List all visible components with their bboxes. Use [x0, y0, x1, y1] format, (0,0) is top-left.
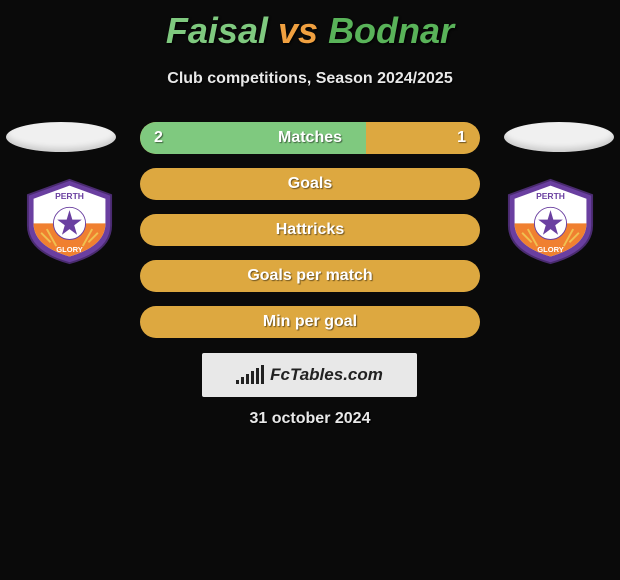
matches-label: Matches	[278, 129, 342, 147]
svg-text:GLORY: GLORY	[537, 245, 564, 254]
player2-ellipse	[504, 122, 614, 152]
player2-name: Bodnar	[328, 10, 454, 51]
hattricks-label: Hattricks	[276, 221, 344, 239]
player1-name: Faisal	[166, 10, 268, 51]
date-text: 31 october 2024	[0, 410, 620, 428]
svg-text:GLORY: GLORY	[56, 245, 83, 254]
goals-label: Goals	[288, 175, 332, 193]
fctables-text: FcTables.com	[270, 365, 383, 385]
stat-row-goals: Goals	[140, 168, 480, 200]
matches-right-value: 1	[457, 129, 466, 147]
mpg-label: Min per goal	[263, 313, 357, 331]
vs-text: vs	[278, 10, 318, 51]
player2-club-badge: PERTH GLORY	[503, 178, 598, 265]
stats-container: 2 Matches 1 Goals Hattricks Goals per ma…	[140, 122, 480, 352]
svg-text:PERTH: PERTH	[55, 191, 84, 201]
svg-text:PERTH: PERTH	[536, 191, 565, 201]
stat-row-min-per-goal: Min per goal	[140, 306, 480, 338]
stat-row-hattricks: Hattricks	[140, 214, 480, 246]
player1-ellipse	[6, 122, 116, 152]
subtitle: Club competitions, Season 2024/2025	[0, 70, 620, 88]
matches-left-value: 2	[154, 129, 163, 147]
gpm-label: Goals per match	[247, 267, 372, 285]
fctables-logo: FcTables.com	[202, 353, 417, 397]
stat-row-matches: 2 Matches 1	[140, 122, 480, 154]
bar-chart-icon	[236, 366, 264, 384]
stat-row-goals-per-match: Goals per match	[140, 260, 480, 292]
player1-club-badge: PERTH GLORY	[22, 178, 117, 265]
page-title: Faisal vs Bodnar	[0, 0, 620, 52]
